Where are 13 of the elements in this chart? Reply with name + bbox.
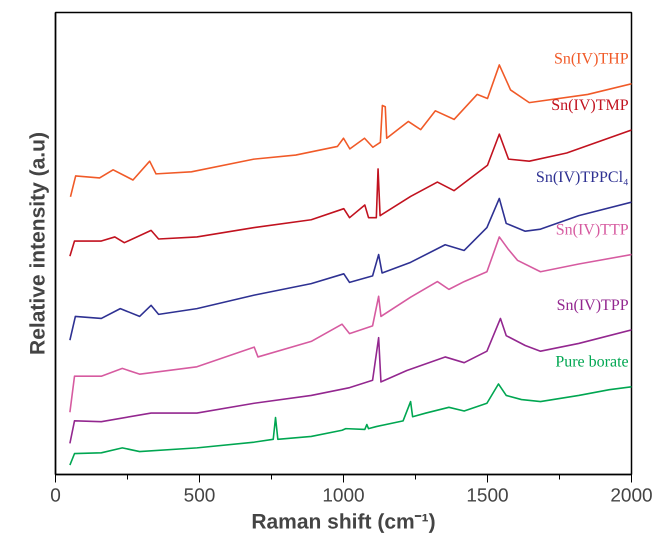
series-label: Pure borate xyxy=(555,354,629,371)
series-label: Sn(IV)TPP xyxy=(556,296,629,314)
x-tick-label: 2000 xyxy=(610,486,653,506)
x-tick-label: 500 xyxy=(184,486,216,506)
series-label: Sn(IV)TPPCl₄ xyxy=(536,168,630,186)
series-label: Sn(IV)TTP xyxy=(556,221,629,238)
series-label: Sn(IV)TMP xyxy=(551,96,629,114)
x-tick-label: 1000 xyxy=(322,486,365,506)
y-axis-title: Relative intensity (a.u) xyxy=(26,132,50,355)
x-axis-title: Raman shift (cm⁻¹) xyxy=(251,510,436,534)
x-tick-label: 1500 xyxy=(466,486,509,506)
series-label: Sn(IV)THP xyxy=(554,50,629,68)
x-tick-label: 0 xyxy=(50,486,61,506)
